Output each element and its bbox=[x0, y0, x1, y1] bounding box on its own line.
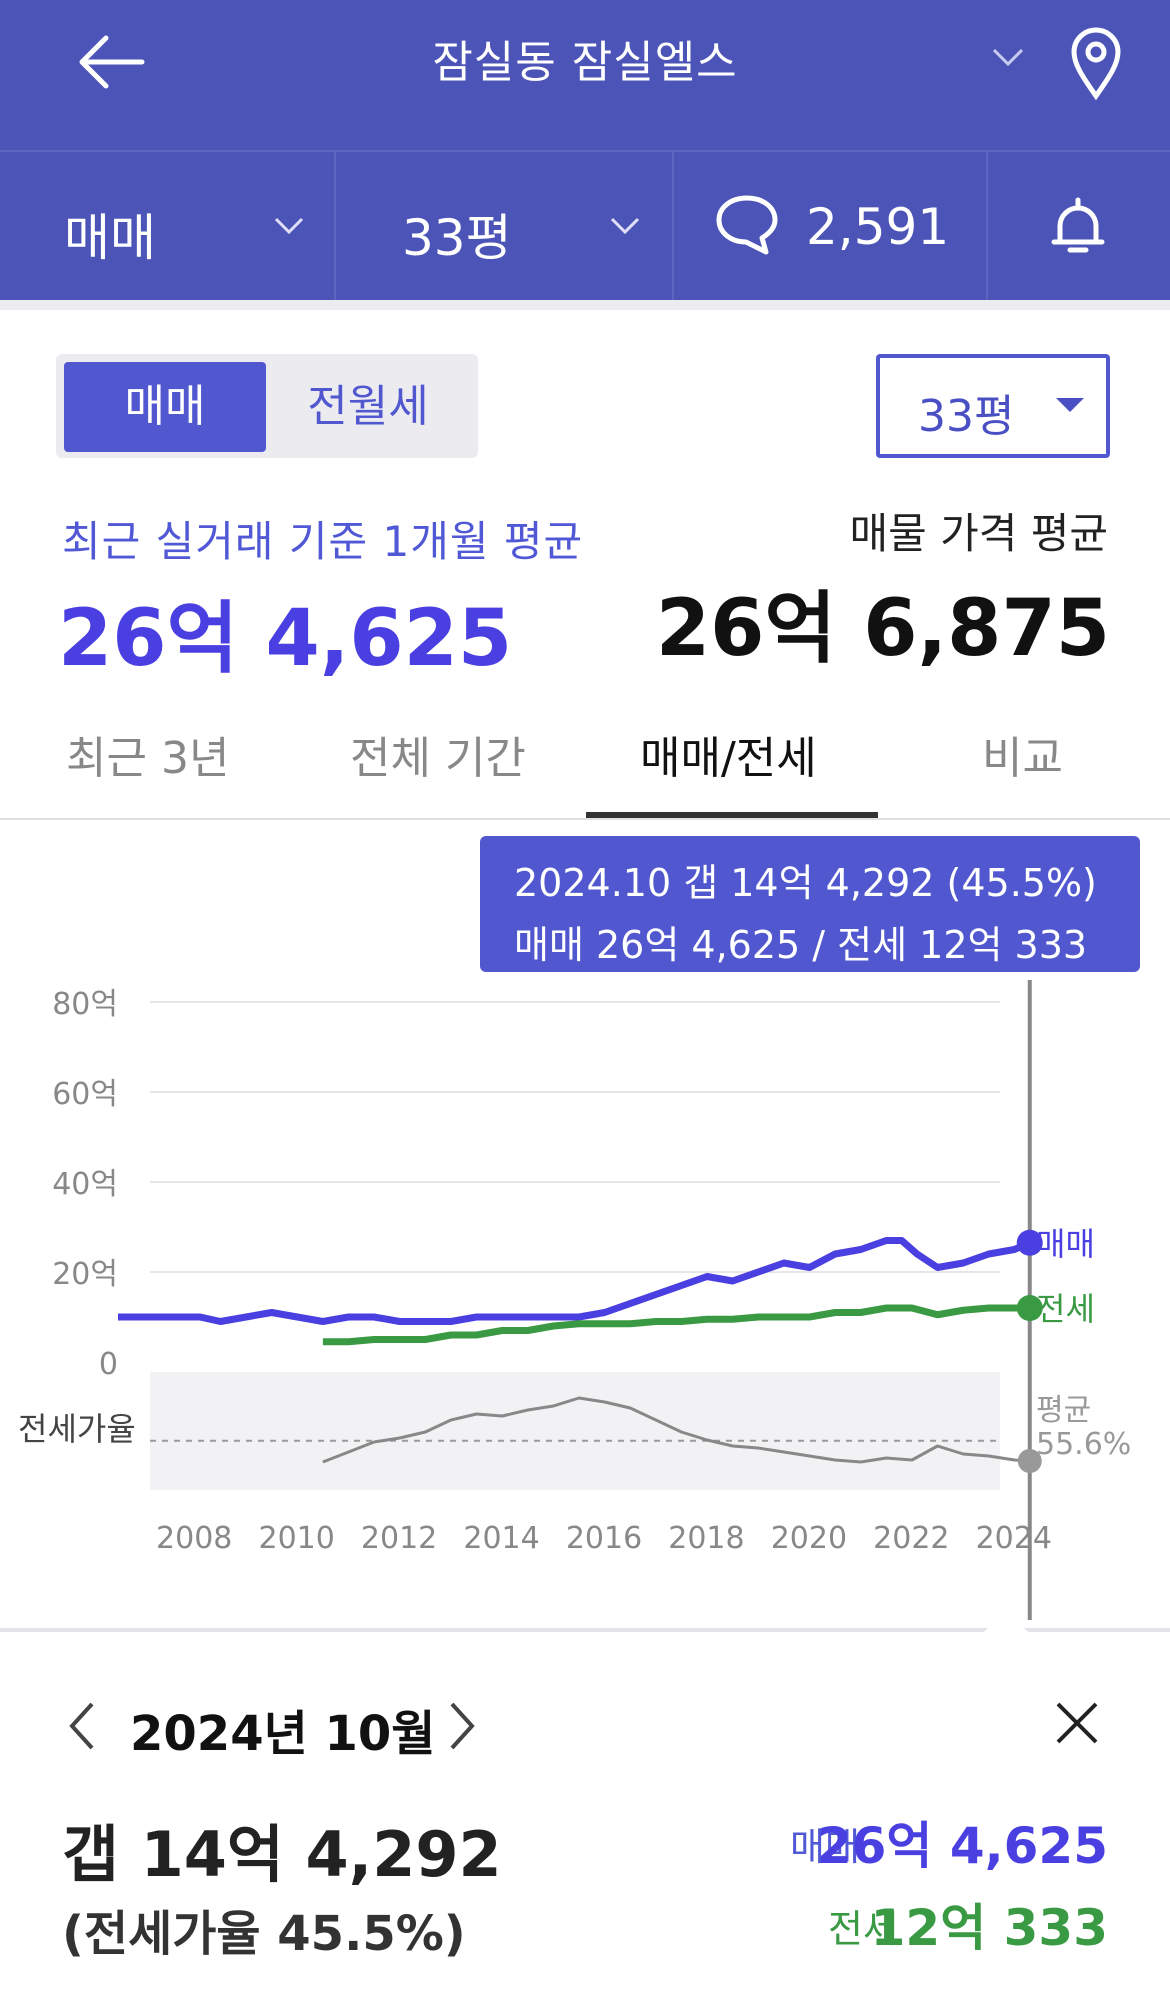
avg-value: 55.6% bbox=[1036, 1427, 1131, 1462]
deal-type-label: 매매 bbox=[64, 209, 156, 267]
app-header: 잠실동 잠실엘스 bbox=[0, 0, 1170, 150]
sale-line bbox=[118, 1237, 1032, 1325]
x-tick-label: 2022 bbox=[873, 1521, 949, 1556]
tab-recent-3y[interactable]: 최근 3년 bbox=[66, 733, 230, 784]
ratio-line bbox=[322, 1396, 1030, 1464]
deal-type-select[interactable]: 매매 bbox=[0, 152, 336, 302]
sale-value: 26억 4,625 bbox=[816, 1817, 1108, 1875]
toggle-sale[interactable]: 매매 bbox=[64, 362, 266, 452]
size-dropdown[interactable]: 33평 bbox=[876, 354, 1110, 458]
y-tick-label: 60억 bbox=[52, 1077, 118, 1112]
chevron-down-icon bbox=[610, 217, 640, 235]
divider bbox=[0, 1628, 1170, 1632]
x-tick-label: 2018 bbox=[668, 1521, 744, 1556]
x-tick-label: 2014 bbox=[463, 1521, 539, 1556]
jeonse-label: 전세 bbox=[828, 1907, 898, 1951]
x-tick-label: 2020 bbox=[771, 1521, 847, 1556]
sale-point bbox=[1016, 1229, 1043, 1256]
listing-price-value: 26억 6,875 bbox=[655, 584, 1110, 674]
speech-bubble-icon bbox=[716, 195, 778, 255]
x-tick-label: 2012 bbox=[361, 1521, 437, 1556]
caret-down-icon bbox=[1056, 398, 1084, 412]
chevron-left-icon[interactable] bbox=[64, 1700, 98, 1752]
divider bbox=[0, 300, 1170, 310]
jeonse-line bbox=[322, 1304, 1030, 1346]
ratio-panel-bg bbox=[150, 1372, 1000, 1490]
jeonse-value: 12억 333 bbox=[870, 1899, 1108, 1957]
x-tick-label: 2024 bbox=[976, 1521, 1052, 1556]
panel-notch bbox=[984, 1610, 1028, 1632]
active-tab-indicator bbox=[586, 812, 878, 818]
tab-sale-jeonse[interactable]: 매매/전세 bbox=[640, 733, 817, 784]
close-icon[interactable] bbox=[1054, 1700, 1100, 1746]
jeonse-series-label: 전세 bbox=[1036, 1290, 1095, 1328]
tab-compare[interactable]: 비교 bbox=[982, 733, 1063, 784]
comment-count: 2,591 bbox=[806, 198, 950, 256]
x-tick-label: 2008 bbox=[156, 1521, 232, 1556]
period-tabs: 최근 3년 전체 기간 매매/전세 비교 bbox=[0, 690, 1170, 820]
tooltip-line-2: 매매 26억 4,625 / 전세 12억 333 bbox=[514, 923, 1088, 967]
size-select[interactable]: 33평 bbox=[336, 152, 674, 302]
avg-label: 평균 bbox=[1036, 1393, 1091, 1428]
x-tick-label: 2016 bbox=[566, 1521, 642, 1556]
sale-label: 매매 bbox=[790, 1825, 860, 1869]
y-tick-label: 40억 bbox=[52, 1167, 118, 1202]
listing-price-label: 매물 가격 평균 bbox=[849, 509, 1108, 558]
deal-toggle: 매매 전월세 bbox=[56, 354, 478, 458]
bell-icon bbox=[1051, 197, 1105, 253]
gap-value: 갭 14억 4,292 bbox=[62, 1818, 502, 1891]
toggle-rent[interactable]: 전월세 bbox=[307, 381, 429, 432]
x-tick-label: 2010 bbox=[258, 1521, 334, 1556]
notification-button[interactable] bbox=[988, 152, 1170, 302]
y-tick-label: 20억 bbox=[52, 1257, 118, 1292]
recent-price-value: 26억 4,625 bbox=[58, 594, 513, 684]
sale-series-label: 매매 bbox=[1036, 1225, 1095, 1263]
filter-bar: 매매 33평 2,591 bbox=[0, 150, 1170, 302]
tab-all-period[interactable]: 전체 기간 bbox=[350, 733, 526, 784]
tooltip-line-1: 2024.10 갭 14억 4,292 (45.5%) bbox=[514, 861, 1097, 905]
location-pin-icon[interactable] bbox=[1068, 24, 1124, 100]
ratio-point bbox=[1017, 1449, 1042, 1473]
chevron-right-icon[interactable] bbox=[446, 1700, 480, 1752]
back-arrow-icon[interactable] bbox=[72, 30, 152, 94]
y-tick-label: 0 bbox=[99, 1347, 118, 1382]
chart-tooltip: 2024.10 갭 14억 4,292 (45.5%) 매매 26억 4,625… bbox=[480, 836, 1140, 972]
comments-button[interactable]: 2,591 bbox=[674, 152, 988, 302]
page-title[interactable]: 잠실동 잠실엘스 bbox=[432, 37, 738, 88]
size-dropdown-value: 33평 bbox=[918, 391, 1015, 442]
ratio-axis-label: 전세가율 bbox=[18, 1410, 136, 1448]
recent-price-label: 최근 실거래 기준 1개월 평균 bbox=[62, 517, 584, 566]
chevron-down-icon[interactable] bbox=[990, 44, 1026, 70]
size-label: 33평 bbox=[402, 209, 512, 267]
jeonse-ratio-value: (전세가율 45.5%) bbox=[62, 1906, 466, 1962]
price-chart[interactable]: 80억 60억 40억 20억 0 전세가율 2008 2010 2012 2014 2016 201… bbox=[0, 960, 1170, 1620]
chevron-down-icon bbox=[274, 217, 304, 235]
y-tick-label: 80억 bbox=[52, 987, 118, 1022]
detail-month: 2024년 10월 bbox=[130, 1706, 436, 1762]
jeonse-point bbox=[1016, 1295, 1043, 1321]
